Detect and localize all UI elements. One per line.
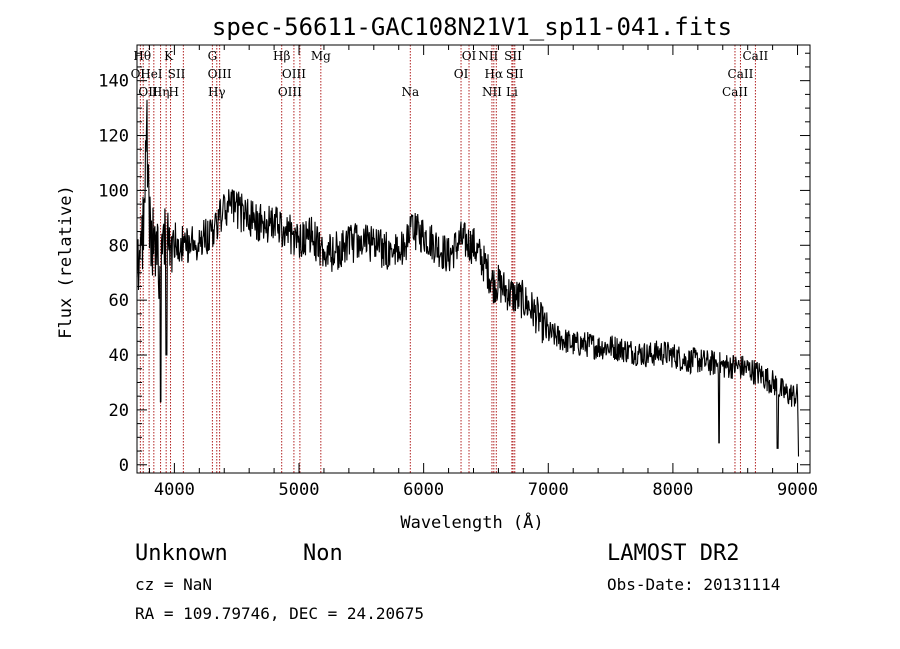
x-tick-label: 5000 — [279, 480, 320, 500]
y-tick-label: 0 — [119, 456, 129, 476]
spectral-line-label: K — [164, 49, 174, 63]
redshift-text: cz = NaN — [135, 575, 212, 594]
coordinates: RA = 109.79746, DEC = 24.20675 — [135, 604, 424, 623]
spectral-line-label: OIII — [282, 67, 306, 81]
y-tick-label: 140 — [98, 72, 129, 92]
x-tick-label: 4000 — [154, 480, 195, 500]
spectral-line-label: NII — [478, 49, 498, 63]
spectral-line-label: Na — [401, 85, 419, 99]
spectral-line-label: OI — [454, 67, 469, 81]
chart-title: spec-56611-GAC108N21V1_sp11-041.fits — [212, 13, 732, 41]
spectral-line-label: Hβ — [273, 49, 290, 63]
spectral-line-label: SII — [506, 67, 524, 81]
y-axis-label: Flux (relative) — [56, 185, 76, 339]
object-subclass: Non — [303, 541, 343, 566]
survey-name: LAMOST DR2 — [607, 541, 739, 566]
spectral-line-label: Hη — [152, 85, 170, 99]
x-tick-label: 7000 — [528, 480, 569, 500]
spectral-line-labels: Hθ OI OII HeI Hη K H SII G OIII Hγ Hβ OIII OIII Mg Na OI… — [131, 49, 769, 99]
x-tick-label: 9000 — [777, 480, 818, 500]
spectral-line-label: Hθ — [133, 49, 151, 63]
x-axis: 4000 5000 6000 7000 8000 9000 — [148, 45, 818, 500]
spectral-line-label: NII — [482, 85, 502, 99]
plot-frame — [136, 44, 811, 474]
spectrum-line — [136, 99, 800, 457]
spectral-line-label: SII — [168, 67, 186, 81]
spectral-line-label: OI — [462, 49, 477, 63]
spectral-line-label: OIII — [208, 67, 232, 81]
spectral-line-label: H — [169, 85, 179, 99]
y-tick-label: 100 — [98, 181, 129, 201]
obs-date: Obs-Date: 20131114 — [607, 575, 780, 594]
spectral-line-label: CaII — [742, 49, 768, 63]
spectral-line-label: HeI — [140, 67, 163, 81]
spectral-line-label: CaII — [728, 67, 754, 81]
x-axis-label: Wavelength (Å) — [400, 511, 543, 533]
y-axis: 0 20 40 60 80 100 120 140 — [98, 52, 810, 476]
spectral-line-label: Li — [506, 85, 518, 99]
y-tick-label: 80 — [109, 236, 129, 256]
spectral-line-label: OI — [131, 67, 146, 81]
y-tick-label: 20 — [109, 401, 129, 421]
spectral-line-label: Mg — [311, 49, 331, 63]
y-tick-label: 120 — [98, 127, 129, 147]
spectral-line-label: OII — [138, 85, 158, 99]
spectral-line-label: G — [208, 49, 218, 63]
spectral-line-label: Hα — [485, 67, 504, 81]
spectral-line-label: Hγ — [208, 85, 226, 99]
spectral-line-label: CaII — [722, 85, 748, 99]
y-tick-label: 40 — [109, 346, 129, 366]
x-tick-label: 6000 — [403, 480, 444, 500]
y-tick-label: 60 — [109, 291, 129, 311]
object-class: Unknown — [135, 541, 228, 566]
spectral-line-label: SII — [504, 49, 522, 63]
x-tick-label: 8000 — [652, 480, 693, 500]
spectral-line-label: OIII — [278, 85, 302, 99]
